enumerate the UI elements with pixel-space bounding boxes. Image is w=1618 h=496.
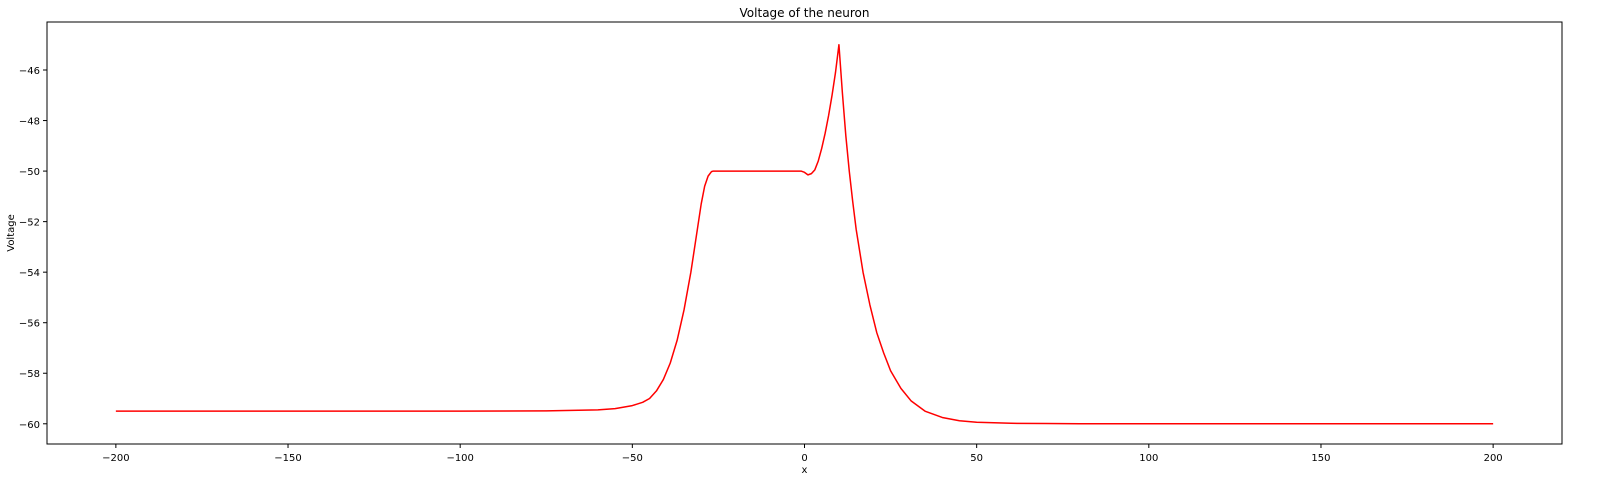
x-tick-label: −200 — [102, 453, 129, 464]
y-axis-label: Voltage — [6, 214, 17, 252]
y-tick-label: −56 — [19, 319, 40, 330]
x-axis-label: x — [802, 465, 808, 476]
x-tick-label: −50 — [622, 453, 643, 464]
y-tick-label: −54 — [19, 268, 40, 279]
y-tick-label: −46 — [19, 66, 40, 77]
x-tick-label: 150 — [1311, 453, 1330, 464]
x-tick-label: 200 — [1484, 453, 1503, 464]
y-tick-label: −58 — [19, 369, 40, 380]
y-tick-label: −48 — [19, 117, 40, 128]
y-tick-label: −50 — [19, 167, 40, 178]
x-axis-ticks: −200 −150 −100 −50 0 50 100 150 200 — [102, 444, 1503, 464]
x-tick-label: −150 — [274, 453, 301, 464]
series-line-voltage — [115, 43, 1494, 425]
x-tick-label: 100 — [1139, 453, 1158, 464]
y-tick-label: −60 — [19, 420, 40, 431]
y-tick-label: −52 — [19, 218, 40, 229]
axes-frame — [46, 21, 1563, 445]
x-tick-label: 0 — [801, 453, 807, 464]
y-axis-ticks: −60 −58 −56 −54 −52 −50 −48 −46 — [19, 66, 47, 431]
chart-title: Voltage of the neuron — [740, 6, 870, 20]
x-tick-label: −100 — [446, 453, 473, 464]
series-layer — [115, 43, 1494, 425]
x-tick-label: 50 — [970, 453, 983, 464]
